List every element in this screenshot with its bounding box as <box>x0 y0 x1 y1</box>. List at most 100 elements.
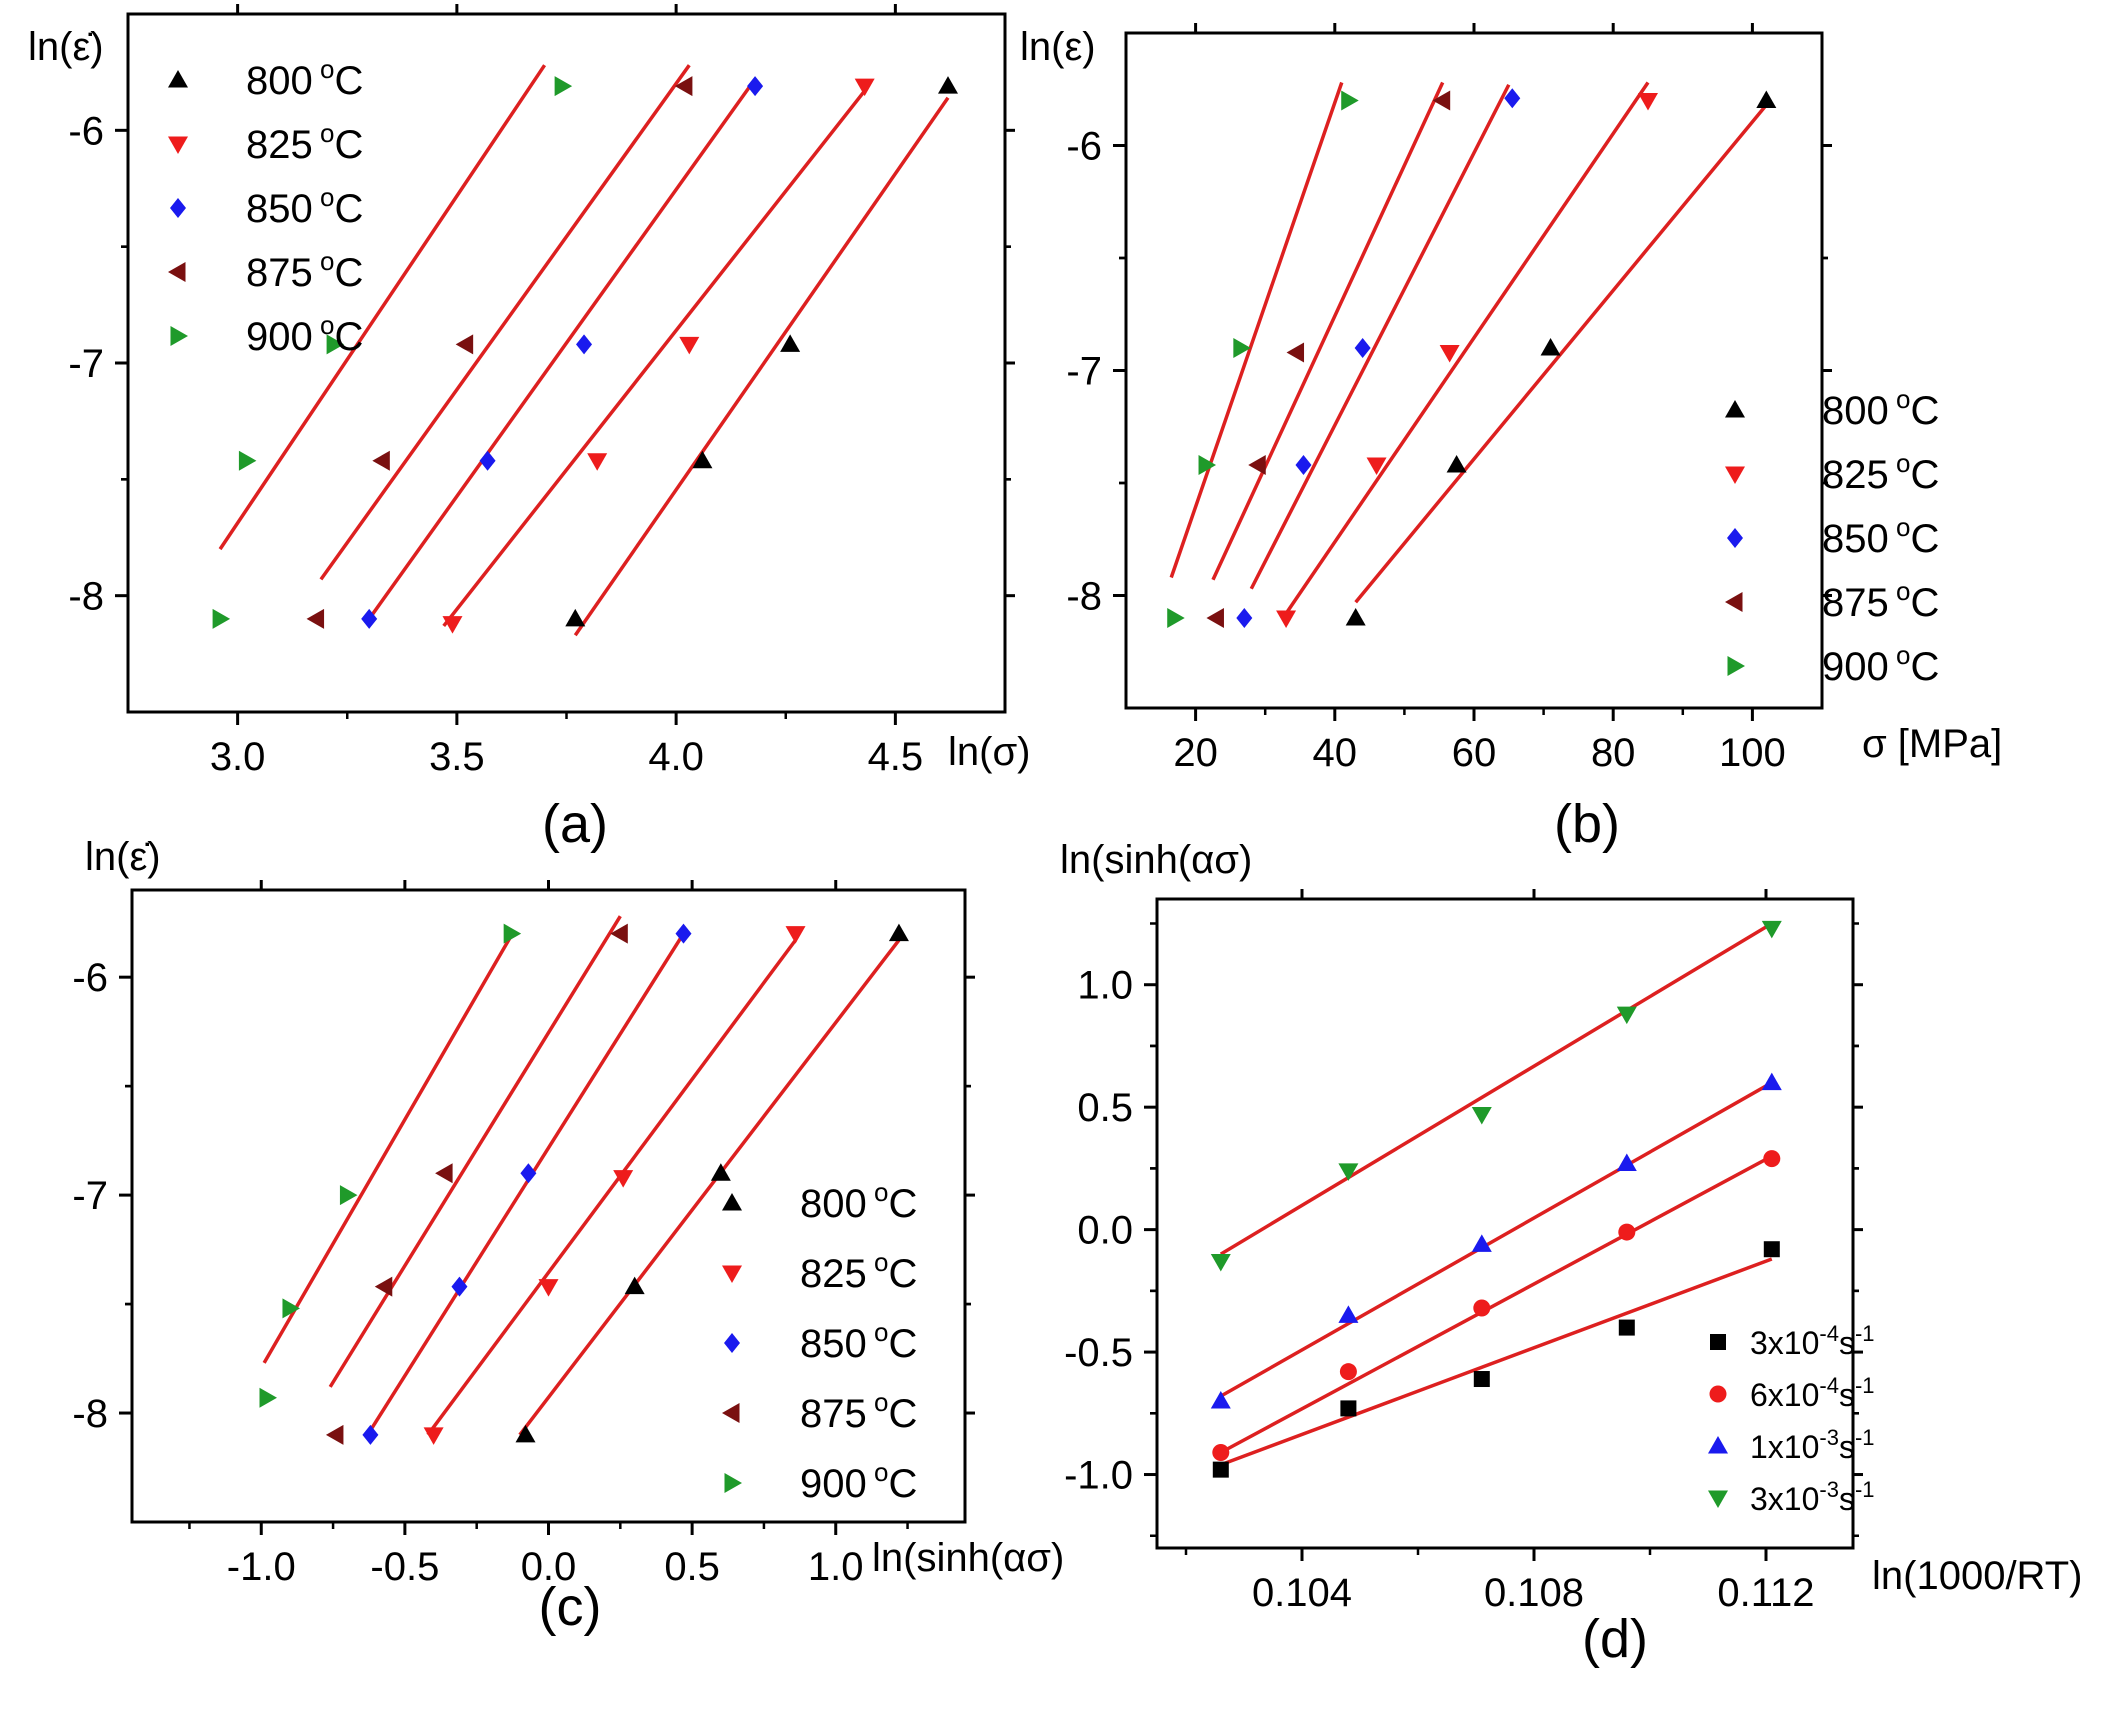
series-800 <box>1345 90 1777 626</box>
y-tick-label: -6 <box>68 109 104 153</box>
data-point <box>1618 1319 1635 1336</box>
y-tick-label: -7 <box>1066 350 1102 394</box>
x-axis-label: ln(1000/RT) <box>1872 1554 2082 1598</box>
x-tick-label: 40 <box>1313 731 1358 775</box>
x-tick-label: 0.108 <box>1484 1571 1584 1615</box>
panel-d: 0.104 0.108 0.112 1.0 0.5 0.0 -0.5 -1.0 ln(1000/… <box>1060 838 2082 1669</box>
fit-line <box>1220 1257 1773 1467</box>
legend-marker <box>170 198 186 218</box>
legend-marker <box>722 1265 742 1283</box>
data-point <box>576 334 593 355</box>
series-875 <box>1206 81 1451 628</box>
y-tick-label: -6 <box>72 956 108 1000</box>
data-point <box>1198 455 1217 475</box>
data-point <box>455 334 474 355</box>
series-900 <box>259 923 522 1408</box>
data-point <box>1295 455 1312 475</box>
y-tick-label: -0.5 <box>1064 1331 1133 1375</box>
data-point <box>1540 338 1561 356</box>
data-point <box>785 926 806 944</box>
data-point <box>888 923 909 942</box>
x-tick-label: 3.0 <box>210 735 266 779</box>
y-tick-label: -7 <box>68 342 104 386</box>
x-tick-label: -0.5 <box>370 1545 439 1589</box>
panel-caption: (a) <box>542 794 608 854</box>
series-900 <box>1167 81 1359 628</box>
legend-marker <box>168 136 188 154</box>
data-point <box>1210 1391 1231 1409</box>
x-tick-label: 4.0 <box>648 735 704 779</box>
data-point <box>854 78 875 97</box>
data-point <box>362 1424 379 1445</box>
data-point <box>1167 608 1185 628</box>
data-point <box>610 923 628 944</box>
legend-marker <box>1708 1490 1728 1508</box>
fit-line <box>1169 81 1344 579</box>
x-tick-label: 3.5 <box>429 735 485 779</box>
data-point <box>937 76 958 94</box>
data-point <box>339 1185 358 1206</box>
data-point <box>361 608 378 629</box>
series-825 <box>442 78 875 634</box>
data-point <box>1366 457 1387 475</box>
series-800 <box>565 76 958 637</box>
x-tick-label: 4.5 <box>868 735 924 779</box>
legend-label: 800 oC <box>800 1177 917 1226</box>
data-point <box>1354 338 1371 358</box>
data-point <box>674 76 693 97</box>
legend-marker <box>724 1473 742 1493</box>
data-point <box>515 1424 536 1443</box>
data-point <box>1638 93 1658 111</box>
y-axis-label: ln(ε̇) <box>85 835 161 879</box>
series-850 <box>1236 83 1521 628</box>
plot-frame-b <box>1124 31 1824 710</box>
fit-line <box>1219 1081 1773 1398</box>
panel-a: 3.0 3.5 4.0 4.5 -6 -7 -8 ln(σ) ln(ε̇) (a) 800 oC 82… <box>28 4 1030 854</box>
data-point <box>1432 90 1451 111</box>
x-tick-label: 0.5 <box>664 1545 720 1589</box>
legend-marker <box>1709 1385 1727 1403</box>
data-point <box>212 608 231 629</box>
legend-marker <box>168 262 186 282</box>
legend-marker <box>168 70 188 88</box>
fit-line <box>1354 103 1768 604</box>
x-axis-label: ln(sinh(ασ) <box>872 1536 1064 1580</box>
plot-frame-a <box>126 12 1007 714</box>
panel-c: -1.0 -0.5 0.0 0.5 1.0 -6 -7 -8 ln(sinh(ασ) ln(ε̇)… <box>72 835 1064 1637</box>
y-axis-label: ln(sinh(ασ) <box>1060 838 1252 882</box>
data-point <box>1236 608 1253 628</box>
data-point <box>1212 1461 1229 1478</box>
x-tick-label: 100 <box>1719 731 1786 775</box>
data-point <box>282 1298 300 1319</box>
data-point <box>538 1279 559 1297</box>
plot-frame-d <box>1155 897 1855 1550</box>
legend-marker <box>722 1403 740 1423</box>
data-point <box>1286 342 1305 363</box>
panel-caption: (c) <box>539 1577 602 1637</box>
data-point <box>1248 455 1266 475</box>
data-point <box>238 450 257 471</box>
legend-marker <box>1725 466 1745 484</box>
legend-label: 800 oC <box>1822 384 1939 433</box>
legend-label: 900 oC <box>1822 640 1939 689</box>
data-point <box>565 608 586 627</box>
legend-label: 800 oC <box>246 54 363 103</box>
data-point <box>1473 1371 1490 1388</box>
data-point <box>520 1163 537 1184</box>
y-tick-label: -7 <box>72 1174 108 1218</box>
series-825 <box>1276 81 1658 628</box>
data-point <box>1339 1363 1357 1381</box>
data-point <box>1763 1150 1781 1168</box>
series-825 <box>423 926 806 1445</box>
x-tick-label: 80 <box>1591 731 1636 775</box>
data-point <box>692 450 713 469</box>
fit-line <box>218 64 547 551</box>
legend-label: 875 oC <box>246 246 363 295</box>
data-point <box>780 334 801 352</box>
legend-label: 825 oC <box>1822 448 1939 497</box>
data-point <box>587 453 608 471</box>
legend-marker <box>1727 528 1743 548</box>
data-point <box>1338 1305 1359 1323</box>
x-tick-label: 60 <box>1452 731 1497 775</box>
